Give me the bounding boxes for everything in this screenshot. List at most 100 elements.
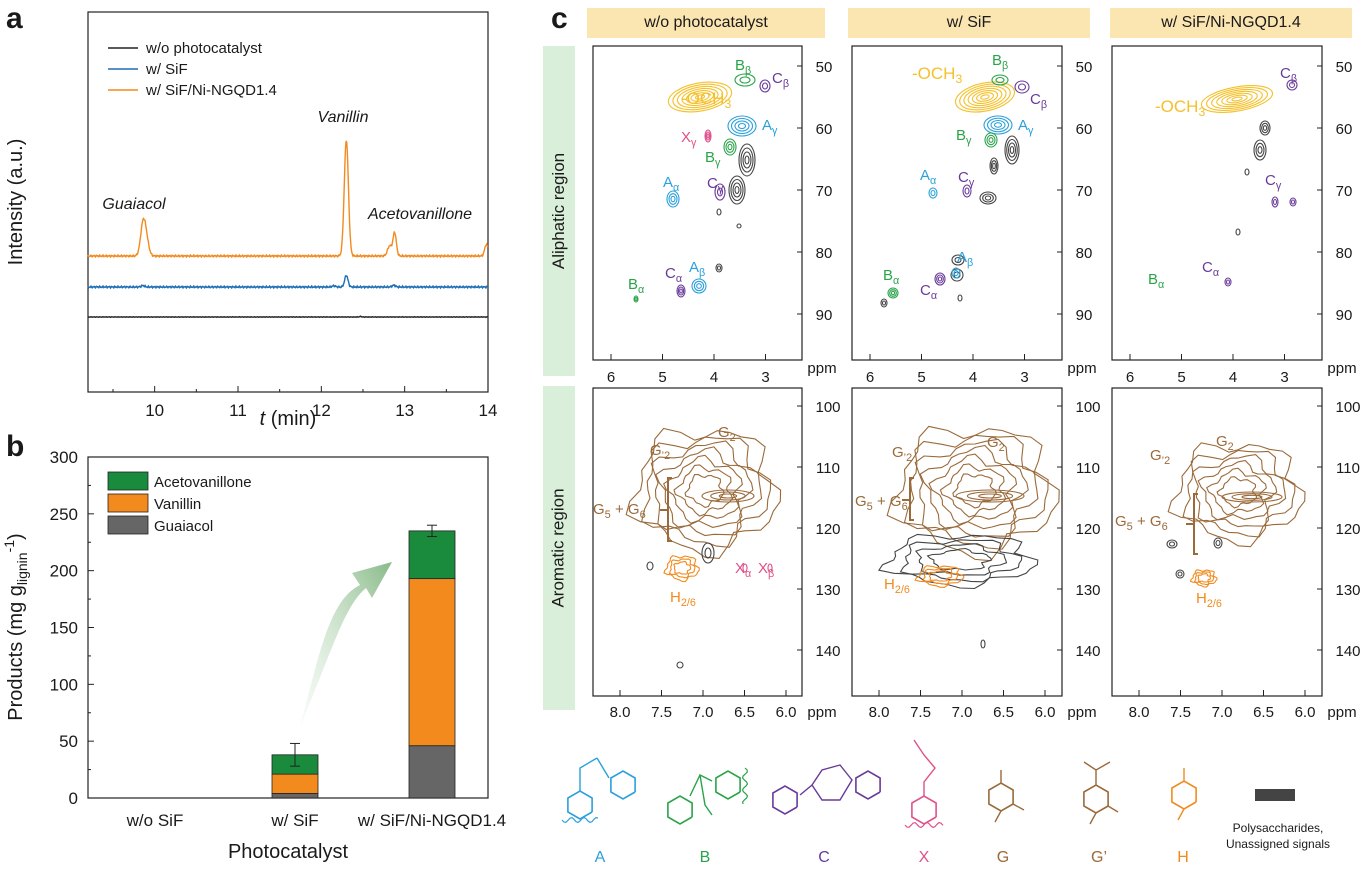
legend-label: w/ SiF xyxy=(145,61,188,78)
structure-g-ring xyxy=(988,782,1014,812)
y-tick-label: 100 xyxy=(1335,399,1360,416)
x-tick-label: 7.0 xyxy=(952,704,973,721)
x-tick-label: 7.5 xyxy=(651,704,672,721)
y-tick-label: 0 xyxy=(69,789,78,808)
unassigned-contour xyxy=(1009,145,1015,155)
ppm-label: ppm xyxy=(1327,704,1356,721)
structure-a-bond xyxy=(579,757,610,791)
unassigned-contour xyxy=(701,542,715,564)
c-alpha-label: Cα xyxy=(920,282,937,302)
och3-contour xyxy=(1226,94,1248,104)
guaiacyl-contour xyxy=(1205,467,1267,516)
a-alpha-label: Aα xyxy=(663,174,679,194)
x-beta-label: Xβ xyxy=(758,560,774,580)
x-tick-label: 7.5 xyxy=(910,704,931,721)
y-tick-label: 80 xyxy=(1076,245,1093,262)
c-gamma-contour xyxy=(962,184,972,198)
x-tick-label: 3 xyxy=(1280,369,1288,386)
structure-c-bond xyxy=(799,764,853,801)
y-tick-label: 250 xyxy=(50,505,78,524)
guaiacyl-contour xyxy=(673,464,734,517)
unassigned-contour xyxy=(989,157,999,175)
annotation-guaiacol: Guaiacol xyxy=(102,196,166,213)
unassigned-contour xyxy=(732,182,742,198)
structure-gp-bond xyxy=(1083,761,1119,825)
a-alpha-contour xyxy=(928,187,938,199)
b-alpha-label: Bα xyxy=(883,267,899,287)
a-gamma-label: Aγ xyxy=(762,117,778,137)
c-gamma-contour xyxy=(1272,198,1278,206)
och3-contour xyxy=(681,87,719,107)
b-beta-contour xyxy=(739,76,751,84)
och3-contour xyxy=(690,92,710,102)
c-gamma-contour xyxy=(716,187,724,197)
h26-contour xyxy=(668,558,696,579)
row-label-aromatic: Aromatic region xyxy=(543,386,575,710)
x-tick-label: w/o SiF xyxy=(126,811,184,830)
bar-vanillin xyxy=(408,578,456,747)
b-gamma-contour xyxy=(723,138,737,156)
x-tick-label: 3 xyxy=(1020,369,1028,386)
structure-b-bond xyxy=(689,774,713,816)
unassigned-contour xyxy=(1261,122,1269,134)
g5-g6-bracket xyxy=(1186,493,1198,555)
och3-label: -OCH3 xyxy=(912,64,962,86)
ppm-label: ppm xyxy=(807,704,836,721)
och3-contour xyxy=(971,90,999,104)
unassigned-contour xyxy=(736,223,742,229)
unassigned-contour xyxy=(1006,138,1018,162)
c-beta-label: Cβ xyxy=(772,70,789,90)
unassigned-contour xyxy=(744,155,750,165)
x-tick-label: 6.0 xyxy=(1295,704,1316,721)
b-alpha-contour xyxy=(633,295,639,303)
guaiacyl-contour xyxy=(1197,459,1278,521)
structure-label-2: C xyxy=(818,849,830,866)
structure-g-bond xyxy=(994,770,1025,823)
g2-label: G2 xyxy=(718,424,736,444)
c-beta-label: Cβ xyxy=(1030,91,1047,111)
x-tick-label: 11 xyxy=(229,401,247,420)
g5-contour xyxy=(701,489,755,503)
x-tick-label: 7.0 xyxy=(1212,704,1233,721)
b-gamma-contour xyxy=(986,134,996,146)
y-tick-label: 200 xyxy=(50,562,78,581)
a-gamma-contour xyxy=(730,117,754,135)
unassigned-contour xyxy=(1166,539,1178,549)
a-alpha-contour xyxy=(666,190,680,208)
g5-contour xyxy=(955,489,1025,503)
guaiacyl-contour xyxy=(1216,476,1258,509)
guaiacyl-contour xyxy=(650,440,763,537)
c-beta-contour xyxy=(1288,81,1296,89)
g5-g6-label: G5 + G6 xyxy=(1115,513,1168,533)
y-tick-label: 140 xyxy=(1335,643,1360,660)
h26-label: H2/6 xyxy=(884,576,910,596)
y-tick-label: 50 xyxy=(816,59,833,76)
guaiacyl-contour xyxy=(655,446,754,529)
a-gamma-contour xyxy=(737,122,747,130)
b-alpha-contour xyxy=(890,290,896,296)
x-tick-label: 6 xyxy=(607,369,615,386)
a-beta-contour xyxy=(696,283,702,289)
a-beta-label: Aβ xyxy=(957,249,973,269)
x-gamma-label: Xγ xyxy=(681,129,697,149)
b-gamma-contour xyxy=(988,137,994,143)
c-gamma-label: Cγ xyxy=(707,175,724,195)
och3-contour xyxy=(963,85,1007,109)
structure-c-ring xyxy=(855,770,881,800)
trace-0 xyxy=(87,315,488,319)
structure-label-6: H xyxy=(1177,849,1189,866)
unassigned-contour xyxy=(1235,228,1241,236)
linkage-wave xyxy=(741,767,749,805)
och3-contour xyxy=(1200,85,1274,113)
unassigned-contour xyxy=(877,533,1039,590)
guaiacyl-contour xyxy=(919,444,1029,530)
unassigned-contour xyxy=(742,151,752,169)
b-alpha-contour xyxy=(634,296,638,302)
c-gamma-contour xyxy=(714,183,726,201)
b-alpha-contour xyxy=(889,289,897,297)
och3-contour xyxy=(676,85,724,109)
structure-a-ring xyxy=(610,770,636,800)
y-axis-title: Intensity (a.u.) xyxy=(5,139,27,266)
unassigned-contour xyxy=(992,162,996,170)
